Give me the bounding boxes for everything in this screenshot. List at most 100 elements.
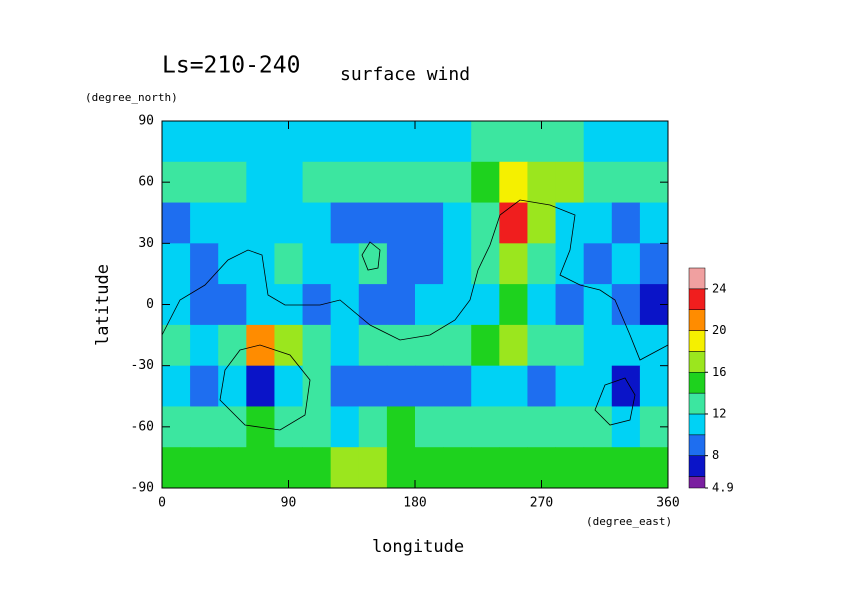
chart-subtitle: surface wind [340,64,470,85]
field-cell [274,406,304,448]
field-cell [218,324,247,367]
field-cell [527,243,557,285]
y-tick-label: 0 [146,297,154,312]
field-cell [274,161,304,204]
colorbar-tick-label: 16 [712,365,726,379]
field-cell [499,243,528,285]
colorbar-segment [688,288,706,310]
field-cell [583,365,613,407]
field-cell [190,202,219,244]
field-cell [246,161,275,204]
field-cell [246,284,275,326]
x-tick-label: 270 [530,496,553,511]
field-cell [471,406,500,448]
field-cell [555,447,585,489]
field-cell [499,406,528,448]
field-cell [611,324,641,367]
colorbar-tick-label: 24 [712,281,726,295]
field-cell [358,447,388,489]
field-cell [190,365,219,407]
field-cell [386,447,416,489]
y-tick-label: 90 [138,114,154,129]
field-cell [218,243,247,285]
field-cell [274,365,304,407]
field-cell [443,324,472,367]
colorbar-segment [688,351,706,373]
field-cell [330,324,360,367]
topography-contour [161,199,669,431]
field-cell [555,365,585,407]
field-cell [302,406,332,448]
field-cell [358,406,388,448]
field-cell [302,243,332,285]
field-cell [218,202,247,244]
field-cell [330,365,360,407]
field-cell [555,324,585,367]
field-cell [330,447,360,489]
field-cell [611,365,641,407]
field-cell [639,365,669,407]
field-cell [583,243,613,285]
x-tick-label: 360 [656,496,679,511]
field-cell [190,324,219,367]
field-cell [330,406,360,448]
y-tick-label: -90 [131,481,154,496]
field-cell [443,121,472,163]
field-cell [302,202,332,244]
field-cell [499,324,528,367]
field-cell [527,161,557,204]
field-cell [415,161,444,204]
field-cell [218,365,247,407]
colorbar-tick-label: 20 [712,323,726,337]
colorbar-tick-label: 4.9 [712,481,734,495]
field-cell [330,284,360,326]
field-cell [611,121,641,163]
field-cell [471,161,500,204]
field-cell [330,243,360,285]
x-unit: (degree_east) [586,515,672,528]
field-cell [358,161,388,204]
field-cell [386,324,416,367]
field-cell [190,243,219,285]
colorbar-segment [688,267,706,290]
field-cell [415,121,444,163]
field-cell [443,447,472,489]
field-cell [499,121,528,163]
field-cell [527,202,557,244]
field-cell [386,284,416,326]
field-cell [218,161,247,204]
field-cell [415,243,444,285]
chart-title: Ls=210-240 [162,53,300,79]
field-cell [190,161,219,204]
field-cell [386,121,416,163]
field-cell [499,202,528,244]
field-cell [302,447,332,489]
field-cell [330,202,360,244]
y-tick-label: -60 [131,419,154,434]
field-cell [583,447,613,489]
field-cell [358,121,388,163]
field-cell [190,121,219,163]
field-cell [527,365,557,407]
field-cell [162,121,191,163]
field-cell [443,406,472,448]
y-tick-label: 30 [138,236,154,251]
field-cell [415,406,444,448]
x-axis-label: longitude [372,537,464,557]
x-tick-label: 0 [158,496,166,511]
colorbar-segment [688,455,706,477]
colorbar-tick-label: 12 [712,406,726,420]
y-tick-label: 60 [138,175,154,190]
field-cell [471,324,500,367]
colorbar-segment [688,434,706,456]
field-cell [583,121,613,163]
field-cell [386,161,416,204]
field-cell [358,284,388,326]
field-cell [555,406,585,448]
y-tick-label: -30 [131,358,154,373]
field-cell [499,365,528,407]
field-cell [471,121,500,163]
field-cell [443,365,472,407]
field-cell [302,121,332,163]
field-cell [527,406,557,448]
